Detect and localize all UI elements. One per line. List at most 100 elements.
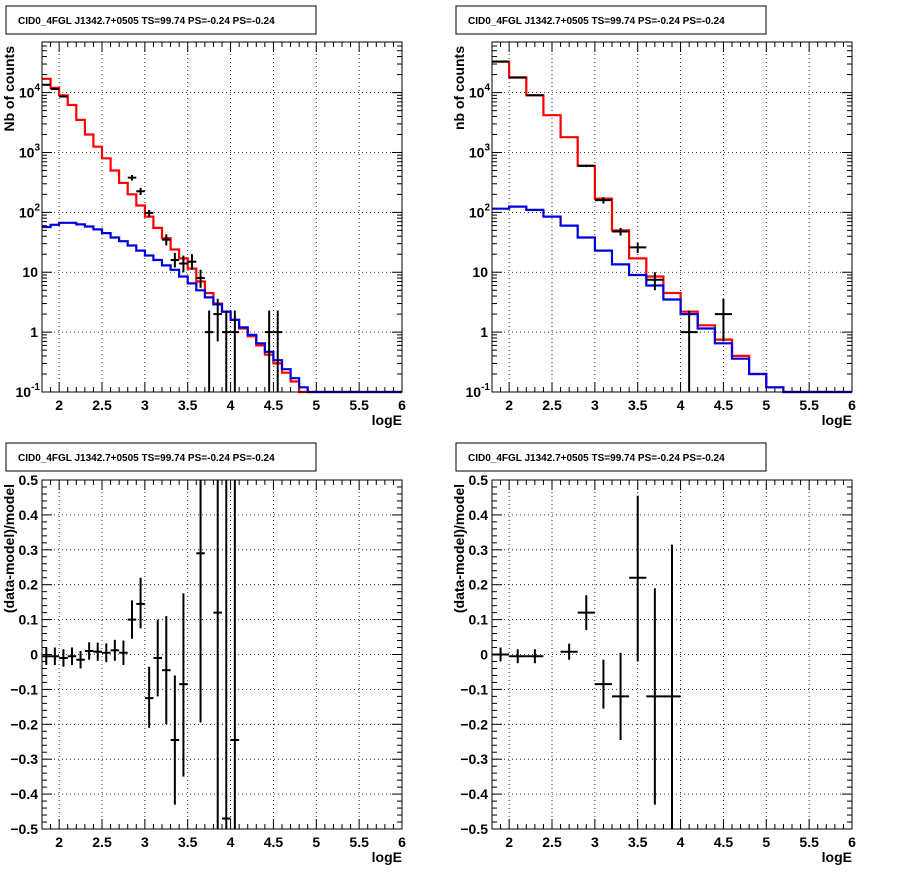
data-point: [93, 642, 102, 661]
y-tick-label: 10-1: [466, 382, 491, 400]
data-point: [136, 577, 145, 629]
data-point: [50, 87, 60, 90]
y-tick-label: −0.5: [10, 821, 38, 837]
chart-panel-4: CID0_4FGL J1342.7+0505 TS=99.74 PS=-0.24…: [451, 442, 856, 865]
data-point: [594, 197, 612, 204]
x-tick-label: 2.5: [92, 834, 112, 850]
data-point: [162, 616, 171, 725]
y-tick-label: 0.1: [19, 612, 39, 628]
y-tick-label: 102: [469, 202, 491, 220]
chart-title: CID0_4FGL J1342.7+0505 TS=99.74 PS=-0.24…: [468, 16, 725, 27]
y-tick-label: −0.2: [10, 716, 38, 732]
data-point: [264, 310, 274, 392]
x-tick-label: 4.5: [264, 397, 284, 413]
data-point: [213, 480, 222, 829]
y-tick-label: 1: [480, 324, 488, 340]
y-tick-label: −0.3: [10, 751, 38, 767]
x-axis-title: logE: [372, 412, 402, 428]
x-tick-label: 6: [398, 397, 406, 413]
data-point: [196, 480, 205, 723]
chart-title-box: [5, 442, 317, 472]
y-tick-label: 104: [19, 83, 41, 101]
y-tick-label: 10: [22, 264, 38, 280]
data-point: [230, 480, 240, 829]
x-tick-label: 4: [227, 834, 235, 850]
y-tick-label: 103: [469, 142, 491, 160]
data-point: [119, 640, 128, 665]
data-point: [162, 234, 171, 246]
data-point: [59, 95, 68, 98]
x-tick-label: 4.5: [714, 834, 734, 850]
x-tick-label: 2.5: [542, 397, 562, 413]
y-tick-labels: −0.5 −0.4 −0.3 −0.2 −0.1 0 0.1 0.2 0.3 0.4 0.5: [460, 472, 488, 837]
y-tick-labels: 10-1 1 10 102 103 104: [466, 83, 491, 400]
y-tick-label: −0.5: [460, 821, 488, 837]
axis-ticks: [41, 41, 403, 393]
data-point: [560, 643, 578, 660]
data-point: [102, 643, 111, 663]
histogram-series-2: [492, 205, 852, 394]
plot-frame: [41, 41, 403, 393]
x-tick-label: 6: [848, 397, 856, 413]
data-point: [179, 255, 188, 273]
plot-frame: [491, 479, 853, 830]
grid: [42, 480, 402, 829]
data-point: [196, 269, 205, 288]
data-point: [526, 94, 544, 97]
y-tick-label: 1: [30, 324, 38, 340]
x-tick-label: 4.5: [264, 834, 284, 850]
y-tick-label: 0.3: [469, 542, 489, 558]
data-point: [509, 76, 527, 79]
data-point: [612, 652, 630, 741]
data-point: [127, 600, 137, 639]
data-point: [50, 647, 60, 665]
y-tick-labels: 10-1 1 10 102 103 104: [16, 83, 41, 400]
data-point: [222, 480, 231, 829]
y-axis-title: Nb of counts: [1, 46, 17, 132]
y-tick-label: 0: [30, 647, 38, 663]
y-tick-label: 0.5: [19, 472, 39, 488]
x-tick-label: 5: [312, 397, 320, 413]
data-point: [612, 227, 630, 236]
chart-panel-1: CID0_4FGL J1342.7+0505 TS=99.74 PS=-0.24…: [1, 5, 406, 428]
data-point: [526, 649, 544, 664]
x-tick-label: 5: [762, 834, 770, 850]
plot-frame: [41, 479, 403, 830]
histogram-series-2: [42, 221, 402, 394]
chart-title-box: [455, 442, 767, 472]
data-point: [509, 649, 527, 664]
x-tick-label: 3: [591, 397, 599, 413]
x-tick-label: 5.5: [799, 834, 819, 850]
data-point: [663, 544, 681, 829]
data-point: [594, 659, 612, 709]
x-tick-label: 4: [677, 834, 685, 850]
x-tick-label: 3: [141, 834, 149, 850]
x-tick-labels: 2 2.5 3 3.5 4 4.5 5 5.5 6: [505, 834, 856, 850]
x-tick-label: 3.5: [178, 834, 198, 850]
data-point: [577, 595, 595, 631]
chart-panel-3: CID0_4FGL J1342.7+0505 TS=99.74 PS=-0.24…: [1, 442, 406, 865]
y-tick-label: −0.4: [460, 786, 488, 802]
data-points: [42, 480, 240, 829]
data-point: [127, 175, 137, 181]
x-tick-label: 5.5: [349, 834, 369, 850]
data-point: [273, 310, 282, 392]
data-points: [492, 495, 681, 829]
y-tick-label: −0.4: [10, 786, 38, 802]
data-point: [67, 647, 77, 665]
data-point: [646, 272, 664, 291]
data-points: [42, 83, 282, 392]
y-axis-title: (data-model)/model: [451, 484, 467, 613]
data-point: [153, 619, 162, 697]
data-point: [629, 242, 647, 253]
data-point: [629, 495, 647, 662]
y-tick-label: 0.4: [19, 507, 39, 523]
x-tick-label: 5: [762, 397, 770, 413]
data-point: [714, 298, 732, 342]
x-tick-label: 5.5: [799, 397, 819, 413]
y-tick-label: 0.2: [469, 577, 489, 593]
x-tick-labels: 2 2.5 3 3.5 4 4.5 5 5.5 6: [505, 397, 856, 413]
data-point: [187, 254, 197, 270]
y-axis-title: (data-model)/model: [1, 484, 17, 613]
